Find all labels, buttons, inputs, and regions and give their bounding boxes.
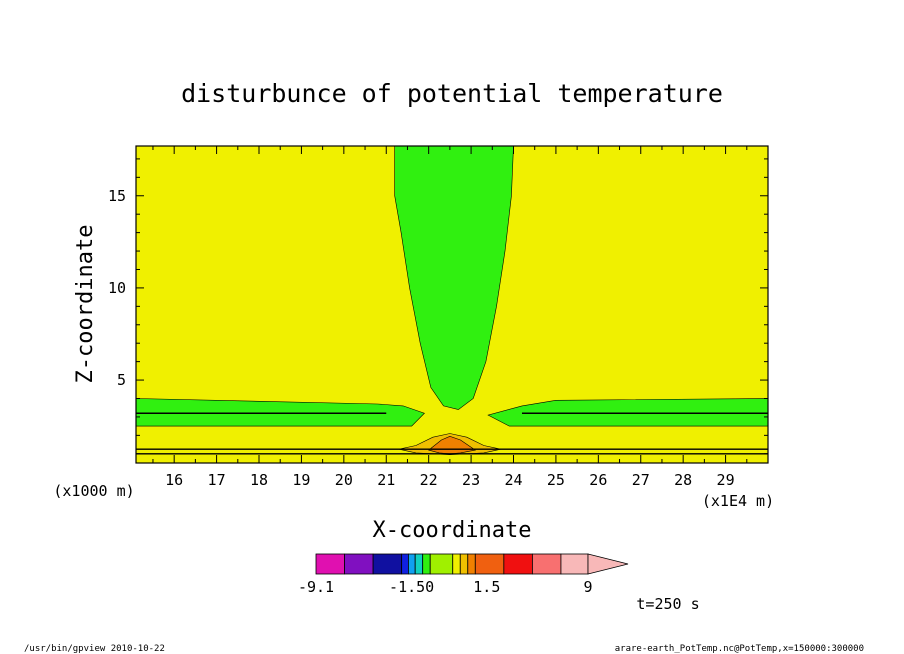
x-tick-label: 16 — [165, 471, 183, 489]
colorbar-band — [467, 553, 476, 575]
colorbar-band — [429, 553, 454, 575]
chart-title: disturbunce of potential temperature — [181, 79, 723, 108]
colorbar — [315, 553, 629, 575]
x-tick-label: 25 — [547, 471, 565, 489]
axis-ticks — [136, 146, 769, 463]
colorbar-band — [401, 553, 409, 575]
colorbar-band — [452, 553, 461, 575]
colorbar-label: 9 — [583, 578, 592, 596]
time-annotation: t=250 s — [636, 595, 699, 613]
x-tick-label: 29 — [717, 471, 735, 489]
x-tick-label: 23 — [462, 471, 480, 489]
footer-right: arare-earth_PotTemp.nc@PotTemp,x=150000:… — [615, 644, 864, 654]
footer-left: /usr/bin/gpview 2010-10-22 — [24, 644, 165, 654]
colorbar-band — [422, 553, 431, 575]
x-tick-label: 18 — [250, 471, 268, 489]
colorbar-band — [372, 553, 403, 575]
y-tick-labels: 5 10 15 — [108, 187, 126, 389]
x-tick-label: 20 — [335, 471, 353, 489]
colorbar-band — [408, 553, 416, 575]
colorbar-band — [474, 553, 505, 575]
x-tick-label: 21 — [377, 471, 395, 489]
contour-region-3 — [487, 398, 768, 427]
colorbar-label: -9.1 — [298, 578, 334, 596]
y-axis-label: Z-coordinate — [73, 225, 98, 384]
x-axis-label: X-coordinate — [373, 518, 532, 543]
colorbar-labels: -9.1 -1.50 1.5 9 — [298, 578, 593, 596]
contour-lines — [136, 412, 768, 455]
colorbar-band — [315, 553, 345, 575]
colorbar-label: -1.50 — [389, 578, 434, 596]
x-tick-label: 24 — [504, 471, 522, 489]
x-tick-label: 22 — [420, 471, 438, 489]
colorbar-band — [344, 553, 374, 575]
colorbar-band — [414, 553, 424, 575]
contour-region-2 — [136, 398, 425, 427]
x-tick-label: 17 — [208, 471, 226, 489]
colorbar-label: 1.5 — [473, 578, 500, 596]
colorbar-band — [503, 553, 533, 575]
y-tick-label: 15 — [108, 187, 126, 205]
colorbar-band — [560, 553, 589, 575]
x-tick-label: 26 — [589, 471, 607, 489]
x-tick-labels: 16 17 18 19 20 21 22 23 24 25 26 27 28 29 — [165, 471, 734, 489]
y-unit-label: (x1000 m) — [53, 482, 134, 500]
colorbar-band — [459, 553, 469, 575]
x-unit-label: (x1E4 m) — [702, 492, 774, 510]
x-tick-label: 19 — [292, 471, 310, 489]
y-tick-label: 5 — [117, 371, 126, 389]
colorbar-arrow — [587, 553, 629, 575]
contour-region-1 — [394, 146, 514, 410]
x-tick-label: 27 — [632, 471, 650, 489]
plot-frame — [135, 145, 769, 464]
y-tick-label: 10 — [108, 279, 126, 297]
x-tick-label: 28 — [674, 471, 692, 489]
colorbar-band — [531, 553, 562, 575]
